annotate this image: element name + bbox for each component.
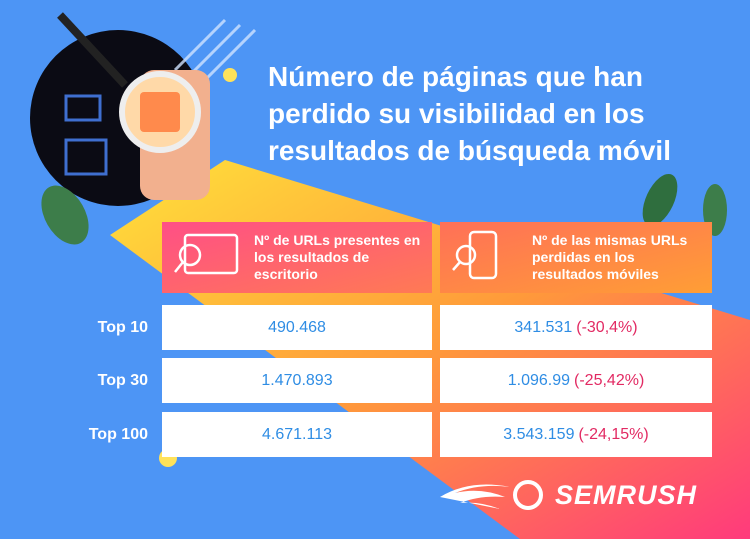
mobile-cell: 341.531 (-30,4%) [440, 305, 712, 350]
row-label: Top 100 [88, 426, 148, 443]
mobile-value: 1.096.99 [507, 371, 571, 389]
change: (-24,15%) [578, 425, 649, 443]
title: Número de páginas que han perdido su vis… [268, 61, 671, 166]
column-header: Nº de las mismas URLs perdidas en los re… [532, 232, 688, 282]
row-label: Top 10 [97, 319, 148, 336]
change: (-30,4%) [576, 318, 638, 336]
row-label: Top 30 [97, 372, 148, 389]
desktop-value: 1.470.893 [162, 358, 432, 403]
mobile-value: 341.531 [514, 318, 573, 336]
mobile-cell: 1.096.99 (-25,42%) [440, 358, 712, 403]
column-header: Nº de URLs presentes en los resultados d… [254, 232, 421, 282]
mobile-value: 3.543.159 [503, 425, 575, 443]
mobile-cell: 3.543.159 (-24,15%) [440, 412, 712, 457]
desktop-value: 490.468 [162, 305, 432, 350]
desktop-value: 4.671.113 [162, 412, 432, 457]
change: (-25,42%) [574, 371, 645, 389]
logo: SEMRUSH [555, 480, 698, 510]
